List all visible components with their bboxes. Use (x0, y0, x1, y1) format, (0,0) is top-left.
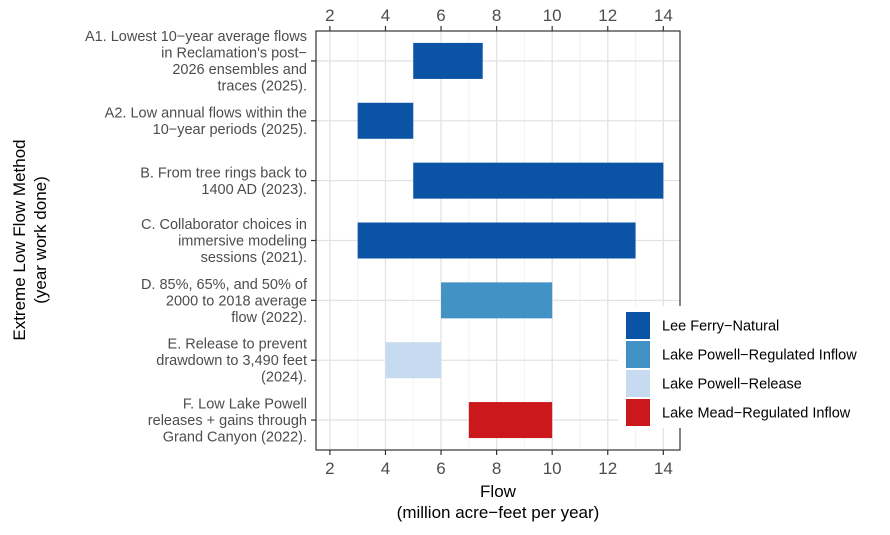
x-tick-label-bottom: 14 (654, 459, 673, 478)
x-tick-label-top: 4 (381, 6, 390, 25)
range-bar (357, 102, 414, 139)
x-axis-units-label: (million acre−feet per year) (397, 503, 600, 522)
legend-swatch (626, 312, 650, 339)
category-label: D. 85%, 65%, and 50% of 2000 to 2018 aver… (141, 277, 308, 326)
bars-layer (357, 42, 664, 439)
legend-label: Lee Ferry−Natural (662, 319, 779, 335)
y-axis-label: Extreme Low Flow Method (10, 139, 29, 340)
category-label: A2. Low annual flows within the 10−year p… (105, 106, 307, 139)
legend-label: Lake Powell−Release (662, 377, 802, 393)
x-tick-label-bottom: 2 (325, 459, 334, 478)
legend: Lee Ferry−Natural Lake Powell−Regulated I… (618, 306, 880, 428)
x-tick-label-bottom: 4 (381, 459, 390, 478)
range-bar (357, 222, 636, 259)
range-bar (441, 282, 553, 319)
x-tick-label-bottom: 10 (543, 459, 562, 478)
legend-swatch (626, 341, 650, 368)
x-tick-label-top: 14 (654, 6, 673, 25)
range-bar (385, 342, 442, 379)
category-labels: A1. Lowest 10−year average flows in Recla… (85, 29, 308, 445)
y-axis-sublabel: (year work done) (31, 176, 50, 304)
x-tick-label-top: 6 (436, 6, 445, 25)
x-tick-label-top: 10 (543, 6, 562, 25)
x-axis-label: Flow (480, 482, 517, 501)
legend-label: Lake Mead−Regulated Inflow (662, 406, 851, 422)
legend-swatch (626, 370, 650, 397)
x-tick-label-top: 8 (492, 6, 501, 25)
category-label: B. From tree rings back to 1400 AD (2023)… (140, 165, 307, 198)
x-tick-label-bottom: 12 (598, 459, 617, 478)
x-tick-label-top: 12 (598, 6, 617, 25)
range-bar (413, 162, 664, 199)
category-label: A1. Lowest 10−year average flows in Recla… (85, 29, 307, 95)
category-label: C. Collaborator choices in immersive mode… (141, 217, 307, 266)
x-tick-label-top: 2 (325, 6, 334, 25)
category-label: F. Low Lake Powell releases + gains throu… (148, 397, 307, 446)
x-tick-label-bottom: 8 (492, 459, 501, 478)
axis-ticks: 2 2 4 4 6 6 8 8 10 10 12 12 14 14 (311, 6, 673, 478)
range-bar (468, 402, 553, 439)
legend-label: Lake Powell−Regulated Inflow (662, 348, 857, 364)
legend-swatch (626, 399, 650, 426)
range-bar (413, 42, 483, 79)
legend-background (618, 306, 880, 428)
category-label: E. Release to prevent drawdown to 3,490 f… (156, 337, 307, 386)
x-tick-label-bottom: 6 (436, 459, 445, 478)
